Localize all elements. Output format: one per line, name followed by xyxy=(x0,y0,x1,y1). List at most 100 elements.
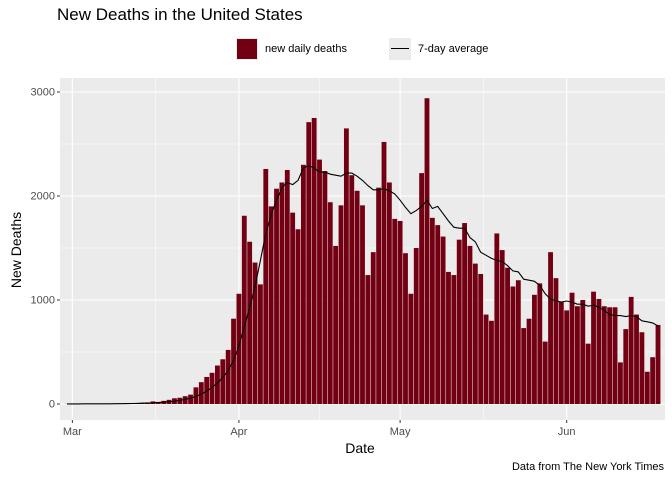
bar xyxy=(408,293,414,404)
bar xyxy=(607,307,613,404)
bar xyxy=(489,320,494,404)
y-tick-label: 0 xyxy=(49,399,55,411)
bar xyxy=(247,241,253,404)
bar xyxy=(381,141,387,405)
legend-key-bars xyxy=(236,38,258,60)
x-tick-label: Mar xyxy=(63,426,82,438)
legend-key-line xyxy=(389,38,411,60)
bar xyxy=(521,328,527,404)
chart-caption: Data from The New York Times xyxy=(511,461,664,473)
bar xyxy=(601,306,607,404)
bar xyxy=(290,212,296,404)
bar xyxy=(241,215,247,404)
bar xyxy=(376,187,382,404)
bar xyxy=(397,220,403,404)
bar xyxy=(198,382,204,404)
bar xyxy=(612,307,618,404)
y-tick-label: 2000 xyxy=(31,191,55,203)
average-line xyxy=(67,165,659,405)
bar xyxy=(505,267,510,404)
bar xyxy=(483,314,489,404)
bar xyxy=(257,284,263,404)
bar xyxy=(532,294,537,404)
bar xyxy=(580,300,586,404)
bar xyxy=(585,343,591,404)
bar xyxy=(435,225,441,404)
chart-title: New Deaths in the United States xyxy=(57,5,303,24)
bar xyxy=(655,324,661,404)
bar xyxy=(188,394,193,404)
bar xyxy=(650,357,656,404)
bar xyxy=(295,229,301,404)
bar xyxy=(354,190,360,404)
bar xyxy=(558,302,564,404)
bar xyxy=(478,274,484,404)
bar xyxy=(467,245,473,404)
bar xyxy=(413,248,419,404)
bar xyxy=(451,275,457,404)
x-axis-title: Date xyxy=(345,440,375,456)
bar xyxy=(360,205,365,404)
bar xyxy=(392,218,398,404)
bar xyxy=(215,365,220,404)
bar xyxy=(548,252,553,404)
bar xyxy=(634,314,639,404)
x-tick-label: Apr xyxy=(230,426,247,438)
bar xyxy=(349,175,355,404)
bar xyxy=(510,286,516,404)
bar xyxy=(322,171,328,404)
bar xyxy=(526,318,532,404)
bar xyxy=(494,233,500,404)
x-tick-label: May xyxy=(390,426,411,438)
bar xyxy=(623,329,629,404)
x-tick-label: Jun xyxy=(558,426,576,438)
bar xyxy=(542,341,548,404)
bar xyxy=(575,306,580,404)
bar xyxy=(268,206,274,404)
bar xyxy=(446,271,451,404)
bar xyxy=(419,173,425,404)
y-tick-label: 1000 xyxy=(31,295,55,307)
bar xyxy=(182,396,188,404)
bar xyxy=(569,292,575,404)
bar xyxy=(317,159,322,404)
bar xyxy=(553,278,559,404)
bar xyxy=(644,371,650,404)
bar xyxy=(440,236,446,404)
bar xyxy=(193,387,199,404)
bar xyxy=(327,202,333,404)
bar xyxy=(472,263,478,404)
bar xyxy=(236,293,242,404)
bar xyxy=(424,98,430,405)
bar xyxy=(220,359,226,404)
bar xyxy=(403,253,408,404)
bar xyxy=(596,298,602,404)
bar xyxy=(338,205,344,404)
legend-label-line: 7-day average xyxy=(418,43,489,55)
bar xyxy=(564,310,570,404)
bar xyxy=(311,118,317,404)
bar xyxy=(370,252,376,404)
bar xyxy=(537,283,543,404)
bar xyxy=(499,250,505,404)
bar xyxy=(429,217,435,404)
bar xyxy=(284,170,290,404)
bar xyxy=(279,182,285,404)
bar xyxy=(274,188,279,404)
bar xyxy=(225,349,231,404)
bar xyxy=(306,122,312,404)
bar xyxy=(263,168,269,404)
bar xyxy=(300,164,306,404)
bar xyxy=(209,372,215,404)
bar xyxy=(617,362,623,404)
bar xyxy=(386,182,392,404)
bar xyxy=(365,275,371,404)
bar xyxy=(639,332,645,404)
bar xyxy=(628,296,634,404)
bar xyxy=(333,245,339,404)
bar xyxy=(343,128,349,404)
bar xyxy=(462,223,468,404)
bar xyxy=(456,239,462,404)
y-axis-title: New Deaths xyxy=(8,211,24,289)
